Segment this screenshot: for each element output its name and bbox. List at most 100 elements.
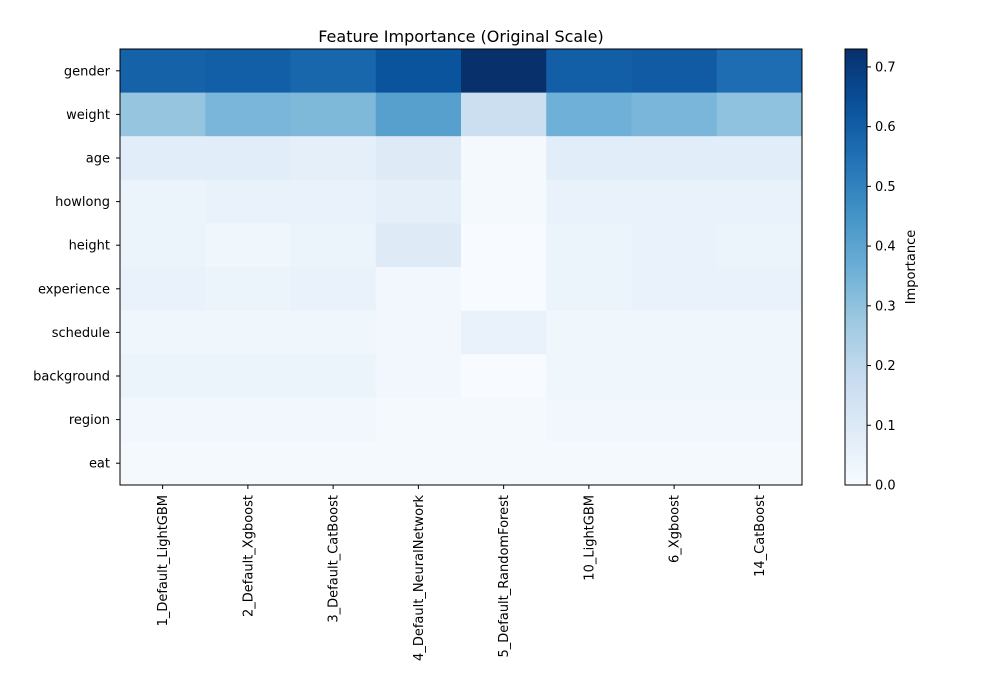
heatmap-cell	[631, 179, 718, 224]
colorbar-tick-label: 0.2	[875, 359, 896, 374]
heatmap-cell	[120, 136, 206, 181]
heatmap-cell	[546, 441, 632, 486]
heatmap-cell	[716, 354, 803, 399]
heatmap-cell	[631, 136, 718, 181]
heatmap-cell	[290, 92, 377, 137]
heatmap-cell	[546, 223, 632, 268]
chart-title: Feature Importance (Original Scale)	[318, 27, 604, 46]
heatmap-cell	[205, 397, 291, 442]
heatmap-cell	[631, 397, 718, 442]
heatmap-cell	[546, 354, 632, 399]
heatmap-cell	[290, 223, 377, 268]
heatmap-cell	[461, 354, 547, 399]
colorbar-tick-label: 0.1	[875, 419, 896, 434]
heatmap-cell	[716, 397, 803, 442]
heatmap-cell	[461, 136, 547, 181]
heatmap-cell	[120, 267, 206, 312]
heatmap-cell	[716, 136, 803, 181]
heatmap-cell	[375, 354, 462, 399]
heatmap-cell	[375, 310, 462, 355]
heatmap-cell	[546, 267, 632, 312]
heatmap-cell	[546, 310, 632, 355]
colorbar-tick-label: 0.0	[875, 479, 896, 494]
heatmap-cell	[631, 92, 718, 137]
heatmap-cell	[716, 179, 803, 224]
heatmap-cell	[631, 310, 718, 355]
heatmap-cell	[546, 136, 632, 181]
heatmap-cell	[375, 267, 462, 312]
colorbar-label: Importance	[904, 230, 919, 305]
heatmap-cell	[120, 92, 206, 137]
heatmap-cell	[716, 310, 803, 355]
y-tick-label: schedule	[52, 326, 110, 341]
heatmap-cell	[205, 136, 291, 181]
heatmap-cell	[631, 223, 718, 268]
heatmap-cell	[461, 267, 547, 312]
x-tick-label: 2_Default_Xgboost	[241, 495, 256, 617]
y-tick-label: howlong	[55, 195, 110, 210]
heatmap-cell	[461, 92, 547, 137]
heatmap-cell	[120, 397, 206, 442]
heatmap-cell	[290, 267, 377, 312]
heatmap-cell	[461, 397, 547, 442]
heatmap-cell	[375, 136, 462, 181]
heatmap-cell	[716, 267, 803, 312]
y-tick-label: eat	[89, 457, 110, 472]
heatmap-cell	[205, 441, 291, 486]
heatmap-cell	[290, 310, 377, 355]
heatmap-cell	[375, 441, 462, 486]
heatmap-cell	[290, 179, 377, 224]
y-tick-label: height	[69, 239, 110, 254]
x-axis-ticks: 1_Default_LightGBM 2_Default_Xgboost 3_Def…	[156, 485, 768, 661]
heatmap-cell	[205, 49, 291, 94]
heatmap-cell	[120, 354, 206, 399]
heatmap-cell	[461, 49, 547, 94]
heatmap-cell	[716, 441, 803, 486]
colorbar-tick-label: 0.3	[875, 299, 896, 314]
heatmap-cell	[631, 354, 718, 399]
heatmap-cell	[120, 49, 206, 94]
colorbar-tick-label: 0.4	[875, 240, 896, 255]
y-tick-label: age	[86, 152, 110, 167]
colorbar-tick-label: 0.5	[875, 180, 896, 195]
heatmap-cells	[120, 49, 803, 486]
heatmap-cell	[205, 179, 291, 224]
y-axis-ticks: gender weight age howlong height experience sc…	[33, 64, 120, 472]
heatmap-cell	[290, 397, 377, 442]
heatmap-cell	[205, 267, 291, 312]
colorbar-ticks: 0.0 0.1 0.2 0.3 0.4 0.5 0.6 0.7	[867, 60, 896, 494]
heatmap-cell	[375, 223, 462, 268]
heatmap-cell	[546, 397, 632, 442]
heatmap-cell	[375, 92, 462, 137]
colorbar-tick-label: 0.6	[875, 120, 896, 135]
y-tick-label: weight	[66, 108, 110, 123]
heatmap-cell	[461, 310, 547, 355]
x-tick-label: 1_Default_LightGBM	[156, 495, 171, 626]
x-tick-label: 3_Default_CatBoost	[327, 495, 342, 623]
heatmap-cell	[290, 354, 377, 399]
heatmap-cell	[120, 441, 206, 486]
heatmap-cell	[290, 441, 377, 486]
heatmap-cell	[290, 136, 377, 181]
plot-frame	[119, 48, 803, 486]
heatmap-cell	[461, 179, 547, 224]
heatmap-cell	[290, 49, 377, 94]
heatmap-cell	[375, 179, 462, 224]
y-tick-label: gender	[64, 64, 111, 79]
heatmap-cell	[120, 223, 206, 268]
colorbar-tick-label: 0.7	[875, 60, 896, 75]
heatmap-cell	[375, 397, 462, 442]
heatmap-cell	[546, 179, 632, 224]
heatmap-cell	[375, 49, 462, 94]
y-tick-label: experience	[38, 282, 110, 297]
heatmap-cell	[205, 92, 291, 137]
heatmap-cell	[461, 223, 547, 268]
heatmap-cell	[205, 310, 291, 355]
heatmap-cell	[716, 223, 803, 268]
heatmap-cell	[631, 49, 718, 94]
x-tick-label: 6_Xgboost	[668, 495, 683, 563]
heatmap-cell	[546, 92, 632, 137]
heatmap-cell	[631, 267, 718, 312]
heatmap-cell	[546, 49, 632, 94]
